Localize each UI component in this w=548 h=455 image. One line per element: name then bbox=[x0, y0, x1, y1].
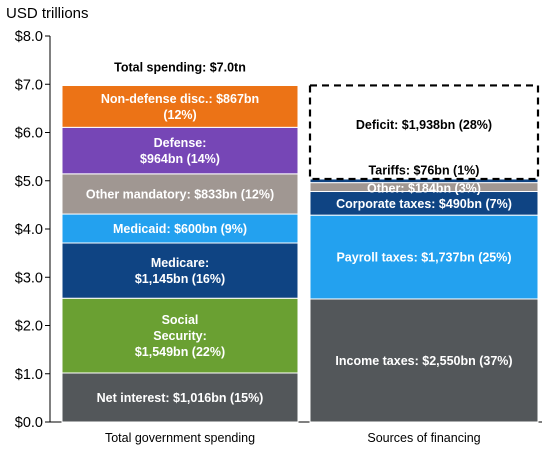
segment-label: $1,549bn (22%) bbox=[135, 345, 225, 359]
bar-segment bbox=[61, 372, 299, 423]
segment-label: Medicare: bbox=[151, 256, 209, 270]
x-category-label: Total government spending bbox=[105, 431, 255, 445]
segment-label: Defense: bbox=[154, 136, 207, 150]
bar-segment bbox=[61, 213, 299, 244]
y-tick-label: $0.0 bbox=[15, 415, 43, 431]
bar-segment bbox=[61, 126, 299, 175]
y-tick-label: $1.0 bbox=[15, 367, 43, 383]
bar-segment bbox=[61, 297, 299, 374]
y-tick-label: $2.0 bbox=[15, 319, 43, 335]
segment-label: $964bn (14%) bbox=[140, 152, 220, 166]
bar-segment bbox=[309, 214, 539, 300]
axis-layer: $0.0 $1.0 $2.0 $3.0 $4.0 $5.0 $6.0 $7.0 $8.0 bbox=[15, 29, 542, 431]
segment-label: (12%) bbox=[163, 108, 196, 122]
segment-label: Tariffs: $76bn (1%) bbox=[369, 163, 480, 177]
y-tick-label: $4.0 bbox=[15, 222, 43, 238]
y-tick-label: $3.0 bbox=[15, 270, 43, 286]
labels-layer: Net interest: $1,016bn (15%) Social Securi… bbox=[86, 61, 513, 445]
y-tick-label: $7.0 bbox=[15, 77, 43, 93]
segment-label: Net interest: $1,016bn (15%) bbox=[97, 391, 264, 405]
bar-segment-deficit bbox=[308, 84, 540, 181]
segment-label: $1,145bn (16%) bbox=[135, 272, 225, 286]
bar-segment bbox=[61, 85, 299, 128]
segment-label: Income taxes: $2,550bn (37%) bbox=[335, 354, 512, 368]
bars-layer bbox=[61, 84, 540, 423]
x-category-label: Sources of financing bbox=[367, 431, 480, 445]
segment-label: Medicaid: $600bn (9%) bbox=[113, 222, 247, 236]
y-axis-unit-label: USD trillions bbox=[6, 5, 89, 22]
segment-label: Payroll taxes: $1,737bn (25%) bbox=[336, 251, 511, 265]
y-tick-label: $6.0 bbox=[15, 126, 43, 142]
segment-label: Non-defense disc.: $867bn bbox=[101, 92, 259, 106]
segment-label: Security: bbox=[153, 329, 207, 343]
bar-segment bbox=[61, 242, 299, 299]
segment-label: Other: $184bn (3%) bbox=[367, 182, 481, 196]
y-tick-label: $8.0 bbox=[15, 29, 43, 45]
segment-label: Other mandatory: $833bn (12%) bbox=[86, 187, 274, 201]
total-spending-label: Total spending: $7.0tn bbox=[114, 61, 246, 75]
y-tick-label: $5.0 bbox=[15, 174, 43, 190]
segment-label: Corporate taxes: $490bn (7%) bbox=[336, 197, 512, 211]
segment-label: Social bbox=[162, 313, 199, 327]
bar-segment bbox=[61, 173, 299, 215]
segment-label: Deficit: $1,938bn (28%) bbox=[356, 118, 492, 132]
